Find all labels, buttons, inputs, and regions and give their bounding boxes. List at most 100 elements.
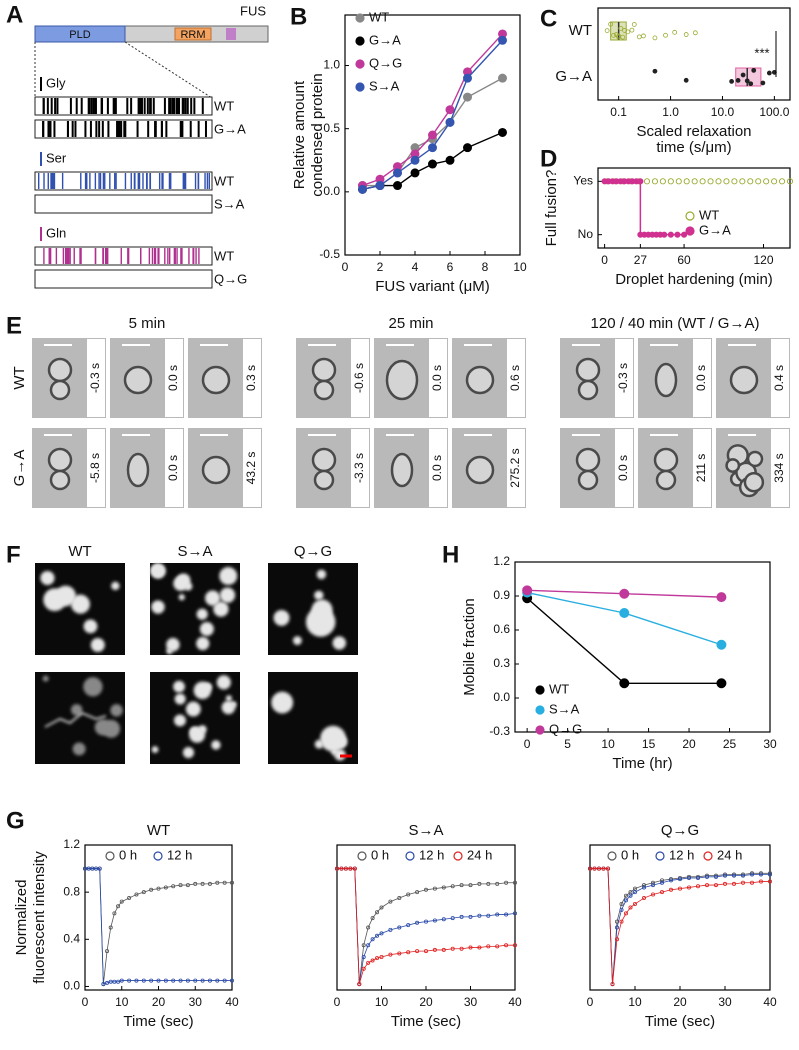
x-tick-label: 0 xyxy=(82,995,89,1009)
y-tick-label: 0.0 xyxy=(323,184,340,198)
data-point xyxy=(178,978,183,983)
condensate xyxy=(70,594,90,614)
residue-stripe xyxy=(130,98,133,114)
condensate xyxy=(189,726,199,736)
x-tick-label: 15 xyxy=(642,737,656,751)
data-point xyxy=(229,880,234,885)
data-point xyxy=(415,949,420,954)
residue-stripe xyxy=(43,173,45,189)
data-point xyxy=(588,866,593,871)
residue-stripe xyxy=(143,98,146,114)
data-point xyxy=(513,880,518,885)
legend-label: 24 h xyxy=(717,847,742,862)
residue-stripe xyxy=(79,248,81,264)
residue-stripe xyxy=(80,173,82,189)
data-point xyxy=(366,925,371,930)
residue-stripe xyxy=(89,173,91,189)
data-point xyxy=(445,105,455,115)
data-point xyxy=(498,35,507,45)
legend-marker xyxy=(355,59,365,69)
condensate xyxy=(332,636,347,650)
residue-stripe xyxy=(92,98,95,114)
legend-label: G→A xyxy=(369,32,401,47)
data-point xyxy=(370,937,375,942)
residue-stripe xyxy=(117,121,120,137)
droplet xyxy=(201,365,231,395)
data-point xyxy=(652,68,658,74)
residue-stripe xyxy=(54,98,57,114)
data-point xyxy=(486,944,491,949)
data-point xyxy=(683,32,689,37)
data-point xyxy=(641,33,646,39)
data-point xyxy=(651,880,656,885)
condensate xyxy=(42,675,49,682)
residue-stripe xyxy=(126,98,129,114)
legend-marker xyxy=(607,851,617,861)
residue-stripe xyxy=(106,248,109,264)
x-tick-label: 30 xyxy=(763,737,777,751)
condensate xyxy=(83,619,98,634)
x-tick-label: 10 xyxy=(601,737,615,751)
data-point xyxy=(674,231,681,238)
residue-stripe xyxy=(98,121,101,137)
data-point xyxy=(379,905,384,910)
data-point xyxy=(611,32,617,38)
data-point xyxy=(83,866,88,871)
legend-marker xyxy=(355,82,365,92)
condensate xyxy=(314,590,324,600)
data-point xyxy=(633,901,638,906)
condensate xyxy=(199,622,214,637)
time-strip xyxy=(771,429,789,507)
data-point xyxy=(348,866,353,871)
residue-label: Gln xyxy=(46,225,66,240)
data-point xyxy=(156,978,161,983)
residue-stripe xyxy=(175,98,178,114)
data-point xyxy=(629,27,635,33)
residue-stripe xyxy=(69,98,72,114)
data-point xyxy=(127,896,132,901)
residue-stripe xyxy=(52,173,54,189)
variant-label: G→A xyxy=(214,121,246,136)
y-tick-label: -0.3 xyxy=(489,724,510,738)
data-point xyxy=(393,181,402,191)
data-point xyxy=(628,905,633,910)
data-point xyxy=(615,925,620,930)
data-point xyxy=(747,178,754,185)
condensate xyxy=(314,739,324,749)
residue-stripe xyxy=(164,248,166,264)
data-point xyxy=(94,866,99,871)
data-point xyxy=(759,872,764,877)
chart-title: Q→G xyxy=(661,822,699,839)
residue-stripe xyxy=(189,121,192,137)
residue-stripe xyxy=(55,248,58,264)
sequence-box xyxy=(34,171,213,191)
data-point xyxy=(375,956,380,961)
data-point xyxy=(744,78,750,84)
x-tick-label: 0 xyxy=(334,995,341,1009)
residue-stripe xyxy=(66,248,69,264)
droplet xyxy=(385,359,419,401)
x-axis-label: time (s/μm) xyxy=(656,139,731,156)
legend-label: 0 h xyxy=(621,847,639,862)
condensate xyxy=(196,636,210,651)
y-axis-label: fluorescent intensity xyxy=(31,851,48,984)
condensate xyxy=(43,588,67,612)
residue-stripe xyxy=(124,121,127,137)
legend-marker xyxy=(535,725,545,735)
plot-frame xyxy=(597,167,791,249)
residue-stripe xyxy=(56,98,59,114)
data-point xyxy=(339,866,344,871)
legend-marker xyxy=(355,36,365,46)
data-point xyxy=(370,958,375,963)
series-line xyxy=(590,868,770,985)
data-point xyxy=(651,178,658,185)
y-tick-label: 0.0 xyxy=(63,979,80,993)
legend-label: 12 h xyxy=(419,847,444,862)
x-tick-label: 20 xyxy=(419,995,433,1009)
data-point xyxy=(707,178,714,185)
data-point xyxy=(410,168,420,178)
condensate xyxy=(173,714,186,727)
data-point xyxy=(112,979,117,984)
residue-stripe xyxy=(149,98,152,114)
condensate xyxy=(292,636,302,645)
